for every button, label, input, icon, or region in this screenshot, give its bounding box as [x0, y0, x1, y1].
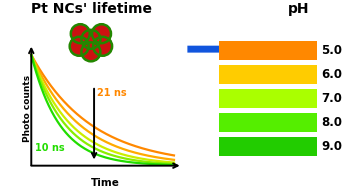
Circle shape [92, 24, 111, 43]
Circle shape [70, 37, 89, 56]
Bar [219, 65, 317, 84]
Circle shape [93, 37, 112, 56]
Text: 21 ns: 21 ns [98, 88, 127, 98]
Text: 9.0: 9.0 [321, 140, 342, 153]
Circle shape [81, 42, 100, 61]
Circle shape [81, 30, 100, 49]
Bar [219, 41, 317, 60]
Text: pH: pH [288, 2, 310, 16]
Text: Pt NCs' lifetime: Pt NCs' lifetime [31, 2, 152, 16]
Bar [219, 137, 317, 156]
Text: 7.0: 7.0 [321, 92, 342, 105]
Text: Photo counts: Photo counts [23, 74, 32, 142]
Text: 8.0: 8.0 [321, 116, 342, 129]
Text: 6.0: 6.0 [321, 68, 342, 81]
Text: 10 ns: 10 ns [35, 143, 64, 153]
Bar [219, 89, 317, 108]
Circle shape [71, 24, 90, 43]
Bar [219, 113, 317, 132]
Text: 5.0: 5.0 [321, 44, 342, 57]
Text: Time: Time [91, 178, 120, 188]
